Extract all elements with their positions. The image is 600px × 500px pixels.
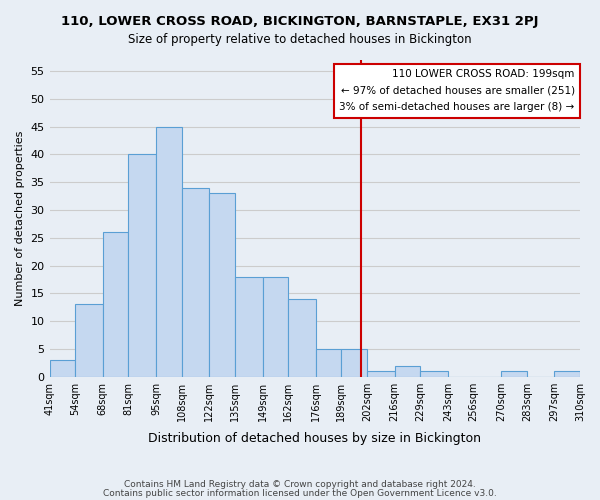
Bar	[50, 360, 75, 376]
Bar	[341, 349, 367, 376]
Bar	[420, 371, 448, 376]
Text: Contains public sector information licensed under the Open Government Licence v3: Contains public sector information licen…	[103, 488, 497, 498]
Bar	[554, 371, 580, 376]
Bar	[395, 366, 420, 376]
Text: Size of property relative to detached houses in Bickington: Size of property relative to detached ho…	[128, 32, 472, 46]
Bar	[209, 194, 235, 376]
X-axis label: Distribution of detached houses by size in Bickington: Distribution of detached houses by size …	[148, 432, 481, 445]
Bar	[263, 276, 288, 376]
Bar	[235, 276, 263, 376]
Bar	[75, 304, 103, 376]
Text: 110 LOWER CROSS ROAD: 199sqm
← 97% of detached houses are smaller (251)
3% of se: 110 LOWER CROSS ROAD: 199sqm ← 97% of de…	[340, 70, 575, 112]
Bar	[182, 188, 209, 376]
Bar	[288, 299, 316, 376]
Bar	[316, 349, 341, 376]
Bar	[501, 371, 527, 376]
Text: 110, LOWER CROSS ROAD, BICKINGTON, BARNSTAPLE, EX31 2PJ: 110, LOWER CROSS ROAD, BICKINGTON, BARNS…	[61, 15, 539, 28]
Bar	[128, 154, 156, 376]
Bar	[156, 126, 182, 376]
Bar	[103, 232, 128, 376]
Y-axis label: Number of detached properties: Number of detached properties	[15, 130, 25, 306]
Text: Contains HM Land Registry data © Crown copyright and database right 2024.: Contains HM Land Registry data © Crown c…	[124, 480, 476, 489]
Bar	[367, 371, 395, 376]
